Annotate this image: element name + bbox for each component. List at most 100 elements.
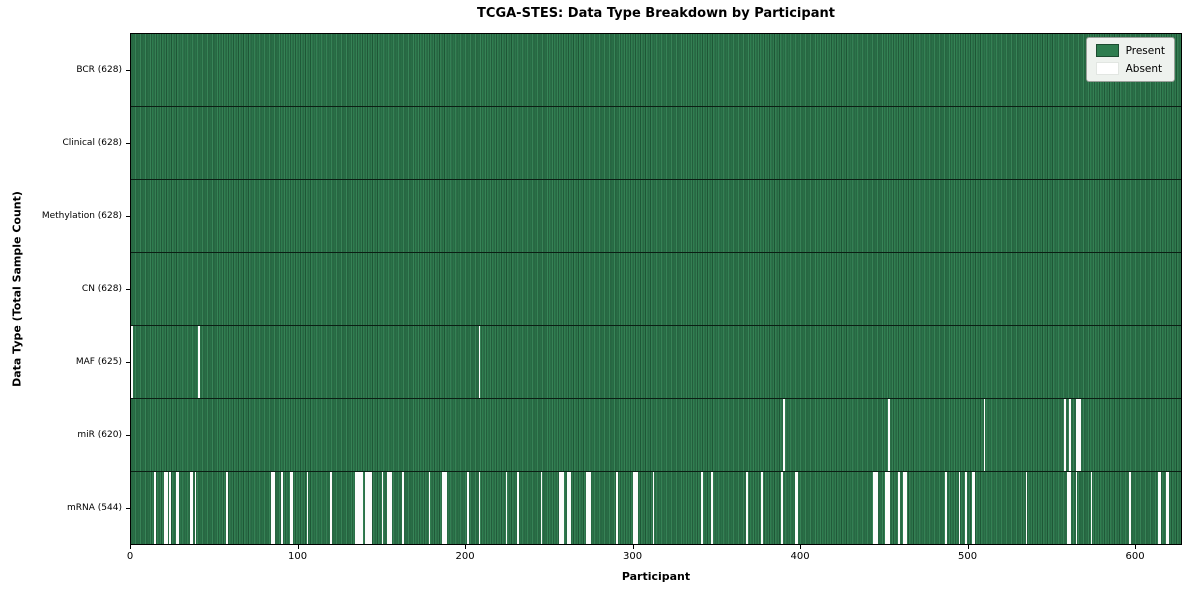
legend-absent-label: Absent — [1125, 62, 1163, 75]
absent-stripe — [585, 472, 591, 544]
absent-stripe — [169, 472, 172, 544]
y-tick-mark — [125, 435, 130, 437]
absent-stripe — [329, 472, 332, 544]
absent-stripe — [873, 472, 879, 544]
row-clinical — [131, 107, 1181, 180]
y-tick-mark — [125, 508, 130, 510]
absent-stripe — [701, 472, 703, 544]
absent-stripe — [711, 472, 713, 544]
absent-stripe — [271, 472, 275, 544]
row-maf — [131, 326, 1181, 399]
absent-stripe — [1075, 472, 1078, 544]
absent-stripe — [1068, 399, 1071, 471]
x-axis-label: Participant — [621, 570, 691, 583]
absent-stripe — [1025, 472, 1028, 544]
y-tick-label-mir: miR (620) — [77, 430, 122, 441]
x-tick-label-0: 0 — [126, 551, 134, 562]
absent-stripe — [1090, 472, 1093, 544]
legend-entry-absent: Absent — [1095, 62, 1165, 75]
row-mir — [131, 399, 1181, 472]
absent-stripe — [164, 472, 168, 544]
x-tick-mark — [1135, 545, 1137, 549]
y-tick-mark — [125, 362, 130, 364]
row-methylation — [131, 180, 1181, 253]
absent-stripe — [1129, 472, 1131, 544]
x-tick-label-200: 200 — [455, 551, 475, 562]
absent-stripe — [1075, 399, 1081, 471]
absent-stripe — [505, 472, 508, 544]
absent-stripe — [281, 472, 284, 544]
x-tick-label-600: 600 — [1125, 551, 1145, 562]
y-tick-label-methylation: Methylation (628) — [41, 210, 122, 221]
y-tick-label-mrna: mRNA (544) — [67, 503, 122, 514]
absent-stripe — [478, 472, 481, 544]
row-mrna — [131, 472, 1181, 544]
y-tick-label-bcr: BCR (628) — [76, 64, 122, 75]
absent-stripe — [401, 472, 404, 544]
absent-stripe — [154, 472, 157, 544]
y-tick-mark — [125, 69, 130, 71]
absent-stripe — [885, 472, 891, 544]
absent-stripe — [1157, 472, 1161, 544]
x-tick-mark — [465, 545, 467, 549]
absent-stripe — [958, 472, 961, 544]
absent-stripe — [781, 472, 784, 544]
absent-stripe — [888, 399, 891, 471]
absent-stripe — [1067, 472, 1071, 544]
legend: Present Absent — [1085, 37, 1175, 82]
absent-stripe — [386, 472, 392, 544]
x-tick-label-300: 300 — [623, 551, 643, 562]
absent-stripe — [615, 472, 618, 544]
x-tick-mark — [800, 545, 802, 549]
absent-stripe — [567, 472, 571, 544]
y-tick-mark — [125, 215, 130, 217]
absent-stripe — [289, 472, 294, 544]
absent-stripe — [189, 472, 193, 544]
absent-stripe — [559, 472, 565, 544]
absent-stripe — [903, 472, 907, 544]
absent-stripe — [632, 472, 638, 544]
absent-stripe — [194, 472, 197, 544]
absent-stripe — [478, 326, 481, 398]
y-tick-label-cn: CN (628) — [81, 284, 122, 294]
row-bcr — [131, 34, 1181, 107]
absent-stripe — [365, 472, 372, 544]
x-tick-mark — [130, 545, 131, 549]
absent-swatch-icon — [1095, 62, 1119, 75]
x-tick-mark — [632, 545, 634, 549]
absent-stripe — [965, 472, 967, 544]
absent-stripe — [794, 472, 799, 544]
legend-entry-present: Present — [1095, 44, 1165, 57]
absent-stripe — [131, 326, 133, 398]
absent-stripe — [898, 472, 901, 544]
absent-stripe — [652, 472, 655, 544]
absent-stripe — [355, 472, 364, 544]
absent-stripe — [226, 472, 228, 544]
row-cn — [131, 253, 1181, 326]
absent-stripe — [540, 472, 543, 544]
absent-stripe — [746, 472, 748, 544]
absent-stripe — [972, 472, 976, 544]
legend-present-label: Present — [1125, 44, 1165, 57]
absent-stripe — [441, 472, 447, 544]
x-tick-label-500: 500 — [958, 551, 978, 562]
absent-stripe — [197, 326, 200, 398]
absent-stripe — [381, 472, 384, 544]
present-swatch-icon — [1095, 44, 1119, 57]
y-tick-label-clinical: Clinical (628) — [62, 137, 122, 148]
x-tick-mark — [967, 545, 969, 549]
absent-stripe — [467, 472, 469, 544]
x-tick-mark — [297, 545, 299, 549]
x-tick-label-400: 400 — [790, 551, 810, 562]
absent-stripe — [945, 472, 947, 544]
absent-stripe — [983, 399, 986, 471]
absent-stripe — [1063, 399, 1066, 471]
absent-stripe — [1165, 472, 1170, 544]
absent-stripe — [783, 399, 785, 471]
absent-stripe — [176, 472, 180, 544]
x-tick-label-100: 100 — [287, 551, 308, 562]
absent-stripe — [517, 472, 519, 544]
chart-title: TCGA-STES: Data Type Breakdown by Partic… — [477, 6, 835, 21]
absent-stripe — [428, 472, 431, 544]
